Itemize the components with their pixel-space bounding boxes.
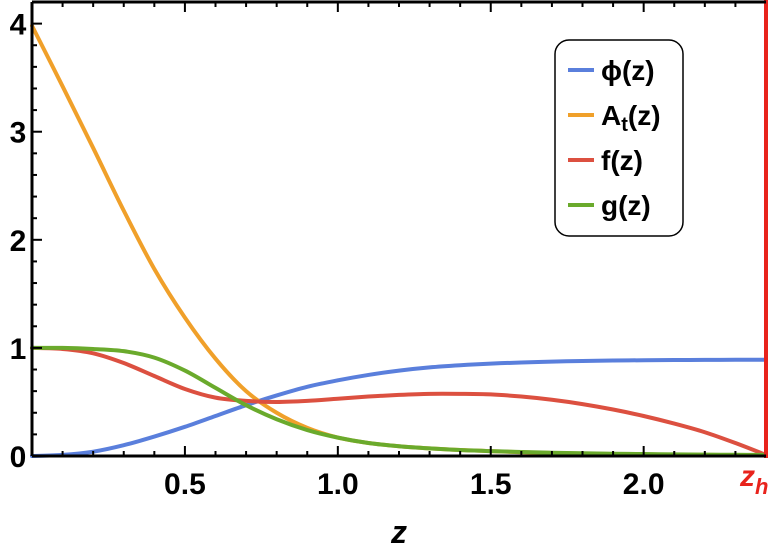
horizon-label-main: z [739, 460, 755, 493]
x-tick-label: 0.5 [164, 468, 206, 501]
legend-box [554, 39, 684, 237]
legend-label-subscript: t [621, 114, 628, 136]
axes-layer [30, 0, 768, 458]
y-tick-label: 1 [10, 333, 27, 366]
x-tick-label: 1.0 [317, 468, 359, 501]
y-tick-label: 2 [10, 225, 27, 258]
legend-label-1: ϕ(z) [601, 55, 655, 86]
series-line-1 [30, 357, 768, 458]
x-axis-label: z [390, 514, 407, 550]
horizon-label-subscript: h [755, 474, 768, 499]
y-tick-label: 4 [10, 9, 27, 42]
series-line-3 [30, 345, 768, 457]
legend-label-3: f(z) [601, 145, 643, 176]
legend-label-2: At(z) [601, 100, 661, 136]
y-tick-label: 0 [10, 441, 27, 474]
y-tick-label: 3 [10, 117, 27, 150]
horizon-label: zh [739, 460, 768, 499]
legend-label-suffix: (z) [628, 100, 661, 131]
x-tick-label: 2.0 [623, 468, 665, 501]
legend: ϕ(z) At(z) f(z) g(z) [554, 39, 684, 237]
x-tick-label: 1.5 [470, 468, 512, 501]
legend-label-main: A [601, 100, 621, 131]
legend-label-4: g(z) [601, 190, 651, 221]
